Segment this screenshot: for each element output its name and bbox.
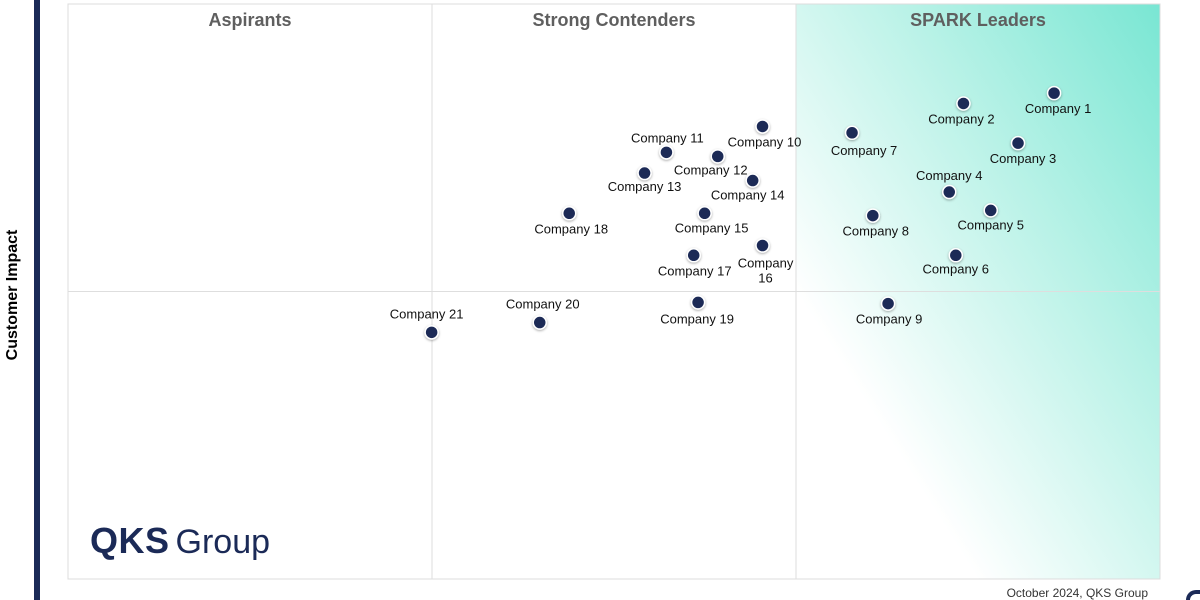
data-point-2 [956,96,971,111]
point-label-18: Company 18 [534,221,608,236]
data-point-14 [745,173,760,188]
logo-strong-text: QKS [90,520,170,561]
point-label-2: Company 2 [928,111,994,126]
data-point-13 [637,165,652,181]
point-label-20: Company 20 [506,297,580,312]
data-point-21 [424,325,439,340]
point-label-4: Company 4 [916,168,982,183]
qks-group-logo: QKS Group [90,520,270,564]
data-point-19 [690,295,706,310]
point-label-17: Company 17 [658,263,732,278]
point-label-9: Company 9 [856,312,922,327]
point-label-10: Company 10 [728,134,802,149]
data-point-4 [941,184,957,200]
data-point-9 [880,296,896,311]
point-label-12: Company 12 [674,162,748,177]
point-label-7: Company 7 [831,143,897,158]
quadrant-title-2: Strong Contenders [532,10,695,30]
point-label-1: Company 1 [1025,101,1091,116]
corner-mark [1186,590,1200,600]
data-point-15 [697,206,712,221]
data-point-6 [948,248,964,263]
point-label-3: Company 3 [990,151,1056,166]
data-point-20 [532,315,547,330]
data-point-12 [710,149,725,164]
left-accent-bar [34,0,40,600]
data-point-16 [755,238,770,253]
data-point-3 [1010,135,1026,151]
data-point-11 [659,145,674,160]
point-label-8: Company 8 [843,224,909,239]
data-point-7 [844,125,860,141]
data-point-8 [865,208,881,223]
point-label-6: Company 6 [923,261,989,276]
data-point-5 [983,203,998,218]
data-point-18 [561,206,577,221]
point-label-11: Company 11 [631,130,704,145]
point-label-15: Company 15 [675,220,749,235]
point-label-5: Company 5 [957,217,1023,232]
data-point-1 [1046,85,1062,101]
footer-source: October 2024, QKS Group [1006,586,1148,600]
data-point-17 [686,248,701,263]
point-label-19: Company 19 [660,311,734,326]
logo-light-text: Group [175,523,271,561]
data-point-10 [755,119,770,134]
quadrant-title-3: SPARK Leaders [910,10,1046,30]
quadrant-title-1: Aspirants [208,10,291,30]
point-label-13: Company 13 [608,179,682,194]
point-label-14: Company 14 [711,188,785,203]
point-label-21: Company 21 [390,306,464,321]
point-label-16: Company 16 [738,256,794,286]
